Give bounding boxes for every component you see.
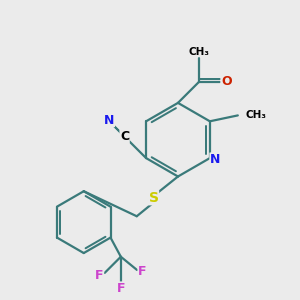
Text: S: S	[148, 191, 158, 205]
Text: CH₃: CH₃	[245, 110, 266, 120]
Text: N: N	[104, 114, 115, 127]
Text: O: O	[221, 75, 232, 88]
Text: CH₃: CH₃	[188, 47, 209, 57]
Text: C: C	[120, 130, 129, 143]
Text: F: F	[95, 269, 103, 282]
Text: N: N	[210, 153, 220, 166]
Text: F: F	[138, 265, 147, 278]
Text: F: F	[117, 282, 125, 295]
